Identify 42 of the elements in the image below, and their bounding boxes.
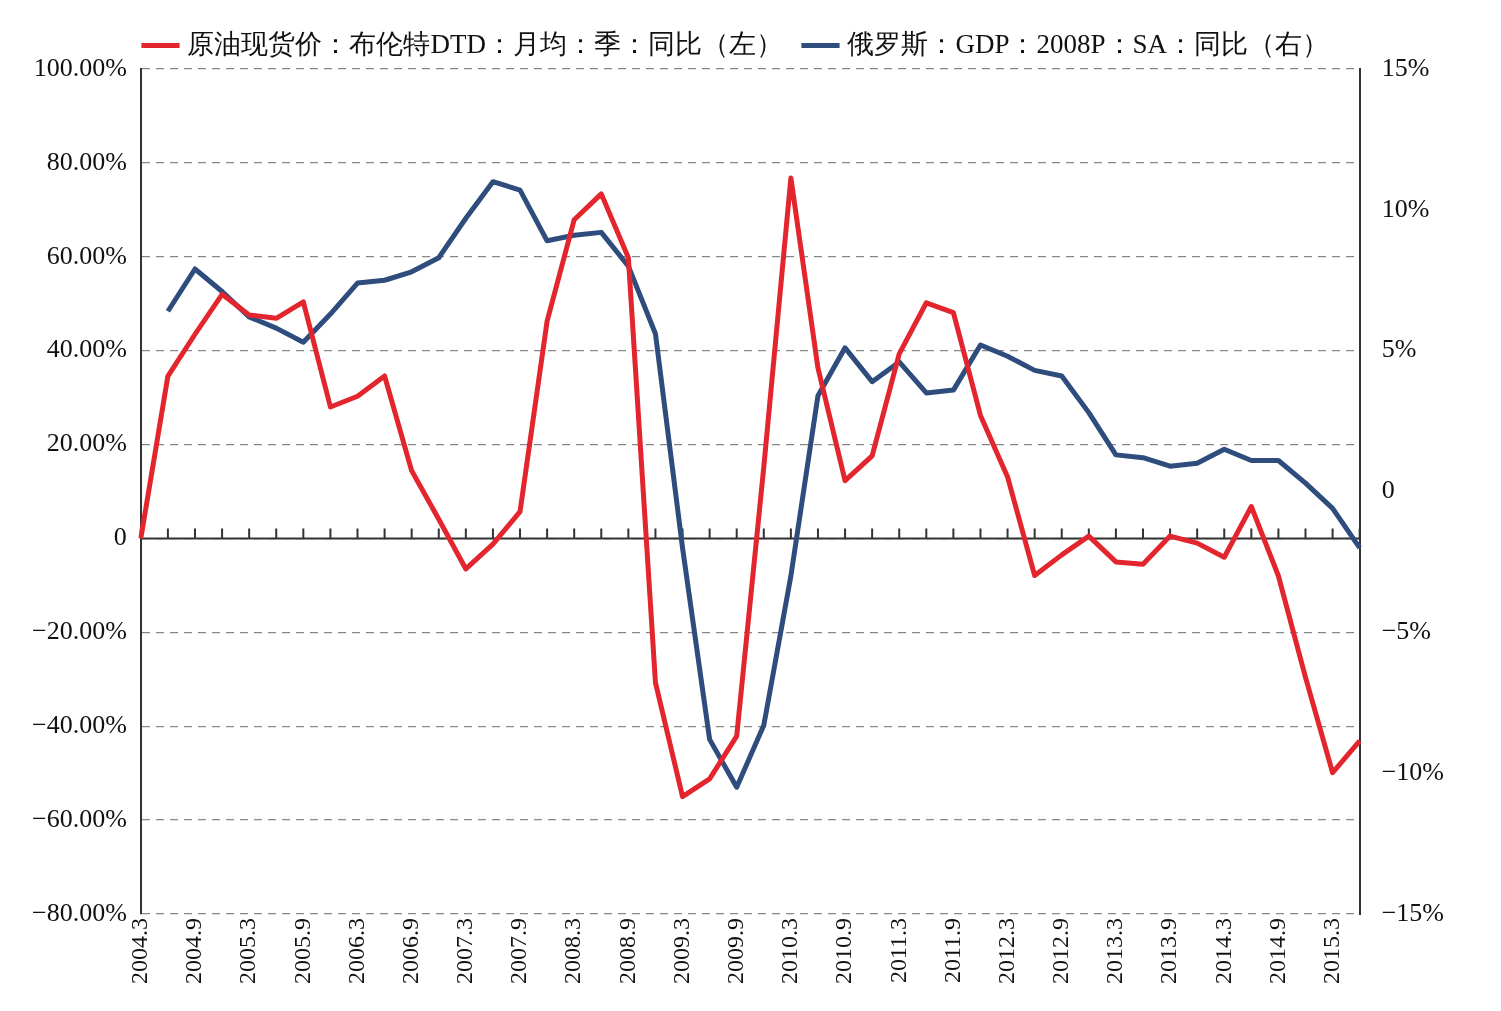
y2-tick-label: 15% (1381, 52, 1430, 82)
x-tick-label: 2014.9 (1263, 918, 1290, 984)
x-tick-label: 2012.3 (992, 918, 1019, 984)
x-tick-label: 2010.3 (776, 918, 803, 984)
x-tick-label: 2013.3 (1101, 918, 1128, 984)
y-tick-label: 40.00% (46, 334, 127, 364)
y2-tick-label: −15% (1381, 897, 1445, 927)
y-tick-label: 80.00% (46, 146, 127, 176)
y-tick-label: −80.00% (31, 897, 127, 927)
x-tick-label: 2007.3 (451, 918, 478, 984)
x-tick-label: 2015.3 (1317, 918, 1344, 984)
x-tick-label: 2012.9 (1047, 918, 1074, 984)
x-tick-label: 2013.9 (1155, 918, 1182, 984)
x-tick-label: 2010.9 (830, 918, 857, 984)
y-tick-label: −20.00% (31, 616, 127, 646)
y2-tick-label: 5% (1381, 334, 1417, 364)
y2-tick-label: −10% (1381, 756, 1445, 786)
legend-label: 原油现货价：布伦特DTD：月均：季：同比（左） (187, 28, 783, 59)
x-tick-label: 2005.9 (288, 918, 315, 984)
x-tick-label: 2006.9 (396, 918, 423, 984)
y2-tick-label: 10% (1381, 193, 1430, 223)
y2-tick-label: −5% (1381, 616, 1432, 646)
x-tick-label: 2004.3 (126, 918, 153, 984)
y-tick-label: −40.00% (31, 710, 127, 740)
x-tick-label: 2009.3 (667, 918, 694, 984)
x-tick-label: 2006.3 (342, 918, 369, 984)
y-tick-label: −60.00% (31, 803, 127, 833)
y-tick-label: 0 (113, 522, 127, 552)
y2-tick-label: 0 (1381, 475, 1395, 505)
x-tick-label: 2008.3 (559, 918, 586, 984)
x-tick-label: 2007.9 (505, 918, 532, 984)
y-tick-label: 20.00% (46, 428, 127, 458)
y-tick-label: 60.00% (46, 240, 127, 270)
y-tick-label: 100.00% (33, 52, 127, 82)
x-tick-label: 2009.9 (722, 918, 748, 984)
x-tick-label: 2004.9 (180, 918, 207, 984)
x-tick-label: 2005.3 (234, 918, 261, 984)
x-tick-label: 2014.3 (1209, 918, 1236, 984)
x-tick-label: 2011.9 (938, 918, 965, 984)
legend-label: 俄罗斯：GDP：2008P：SA：同比（右） (847, 28, 1330, 59)
x-tick-label: 2008.9 (613, 918, 640, 984)
x-tick-label: 2011.3 (884, 918, 911, 984)
